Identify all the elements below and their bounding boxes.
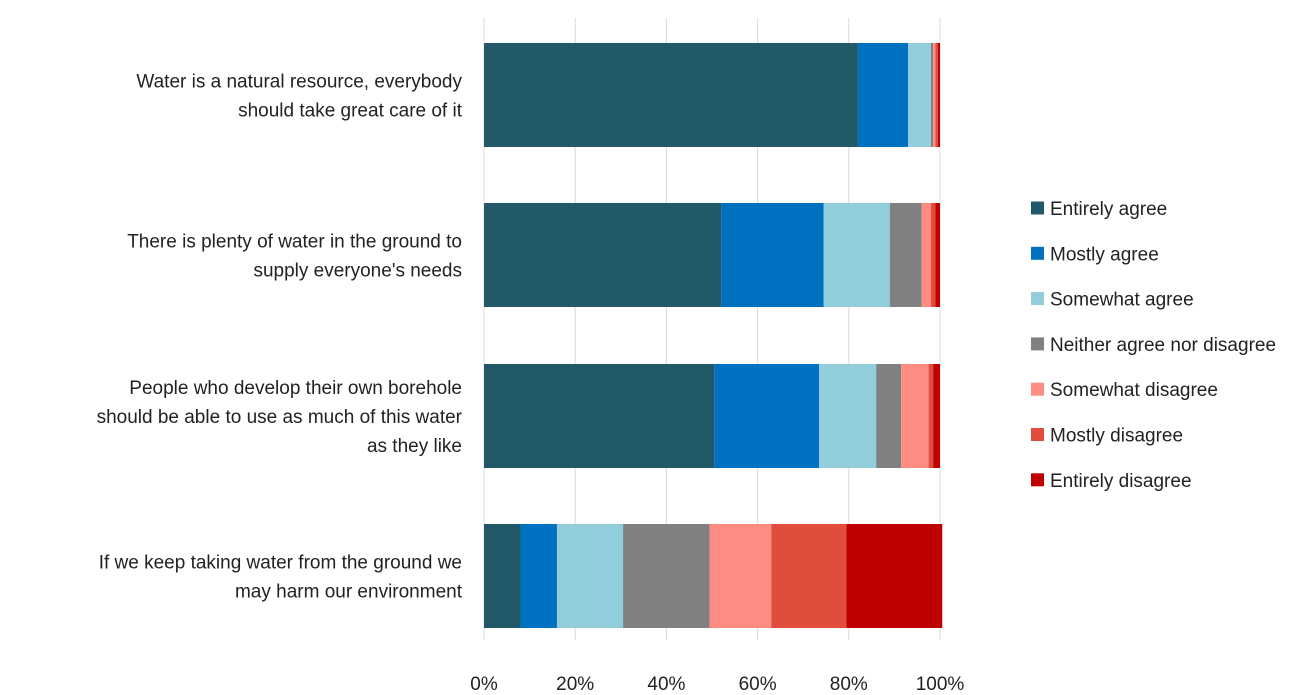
bar-segment [847, 524, 943, 628]
category-label: There is plenty of water in the ground t… [127, 232, 462, 253]
bar-segment [908, 43, 931, 147]
x-tick-label: 80% [830, 674, 868, 695]
x-axis-ticks: 0% 20% 40% 60% 80% 100% [470, 674, 964, 695]
bar-segment [890, 203, 922, 307]
bar-segment [484, 524, 520, 628]
legend-swatch [1031, 292, 1044, 305]
legend-swatch [1031, 247, 1044, 260]
bar-segment [819, 364, 876, 468]
legend-swatch [1031, 383, 1044, 396]
category-labels: Water is a natural resource, everybody sh… [97, 72, 463, 603]
legend-label: Somewhat agree [1050, 290, 1194, 311]
bar-segment [933, 364, 940, 468]
bar-segment [933, 43, 935, 147]
bar-segment [901, 364, 928, 468]
category-label: Water is a natural resource, everybody [136, 72, 462, 93]
category-label: may harm our environment [235, 582, 463, 603]
bar-segment [714, 364, 819, 468]
bar-segment [710, 524, 772, 628]
bar-segment [484, 43, 858, 147]
bar-segment [484, 203, 721, 307]
legend-label: Mostly agree [1050, 244, 1159, 265]
category-label: as they like [367, 436, 462, 457]
legend-label: Entirely disagree [1050, 471, 1192, 492]
legend-label: Entirely agree [1050, 199, 1167, 220]
bar-segment [935, 43, 937, 147]
bar-segment [771, 524, 846, 628]
bar-segment [858, 43, 908, 147]
x-tick-label: 60% [739, 674, 777, 695]
legend-label: Mostly disagree [1050, 426, 1183, 447]
legend-label: Somewhat disagree [1050, 380, 1218, 401]
legend-swatch [1031, 202, 1044, 215]
legend-label: Neither agree nor disagree [1050, 335, 1276, 356]
bar-segment [929, 364, 934, 468]
bar-segment [484, 364, 714, 468]
category-label: should be able to use as much of this wa… [97, 407, 463, 428]
bar-segment [931, 203, 936, 307]
x-tick-label: 20% [556, 674, 594, 695]
bar-segment [824, 203, 890, 307]
x-tick-label: 100% [916, 674, 965, 695]
legend-swatch [1031, 473, 1044, 486]
x-tick-label: 0% [470, 674, 498, 695]
legend-swatch [1031, 337, 1044, 350]
legend: Entirely agree Mostly agree Somewhat agree… [1031, 199, 1276, 492]
category-label: should take great care of it [238, 101, 463, 122]
bar-segment [922, 203, 931, 307]
bar-segment [935, 203, 940, 307]
bar-segment [557, 524, 623, 628]
category-label: supply everyone's needs [253, 261, 462, 282]
bar-segment [520, 524, 556, 628]
legend-swatch [1031, 428, 1044, 441]
bar-segment [938, 43, 940, 147]
category-label: If we keep taking water from the ground … [99, 553, 462, 574]
category-label: People who develop their own borehole [129, 378, 462, 399]
bar-segment [721, 203, 824, 307]
bar-segment [876, 364, 901, 468]
bar-segment [623, 524, 710, 628]
bar-segment [931, 43, 933, 147]
x-tick-label: 40% [647, 674, 685, 695]
bars-layer [484, 43, 942, 628]
